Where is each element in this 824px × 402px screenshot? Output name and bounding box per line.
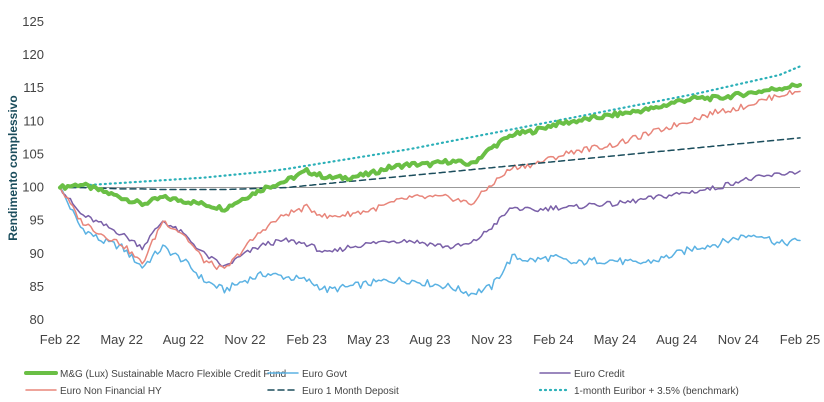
y-tick-label: 80: [30, 312, 44, 327]
x-tick-label: Nov 24: [718, 332, 759, 347]
legend: M&G (Lux) Sustainable Macro Flexible Cre…: [24, 369, 739, 397]
y-tick-label: 115: [23, 80, 44, 95]
x-tick-label: Feb 23: [286, 332, 326, 347]
legend-label-1: Euro Govt: [302, 369, 347, 380]
y-tick-label: 125: [22, 14, 44, 29]
y-axis: 80 85 90 95 100 105 110 115 120 125: [22, 14, 44, 327]
series-line-2: [59, 170, 801, 268]
legend-label-4: Euro 1 Month Deposit: [302, 386, 399, 397]
y-tick-label: 90: [30, 246, 44, 261]
x-tick-label: May 22: [100, 332, 143, 347]
x-tick-label: Nov 23: [471, 332, 512, 347]
x-tick-label: May 23: [347, 332, 390, 347]
x-tick-label: Feb 24: [533, 332, 573, 347]
series-line-3: [59, 89, 801, 271]
y-tick-label: 120: [22, 47, 44, 62]
x-tick-label: Feb 22: [40, 332, 80, 347]
legend-label-5: 1-month Euribor + 3.5% (benchmark): [574, 386, 739, 397]
y-tick-label: 110: [23, 113, 44, 128]
series-lines: [58, 65, 802, 297]
legend-label-3: Euro Non Financial HY: [60, 386, 162, 397]
legend-label-0: M&G (Lux) Sustainable Macro Flexible Cre…: [60, 369, 286, 380]
x-tick-label: Feb 25: [780, 332, 820, 347]
y-axis-label: Rendimento complessivo: [6, 95, 20, 240]
x-tick-label: May 24: [594, 332, 637, 347]
x-tick-label: Aug 24: [656, 332, 697, 347]
series-line-5: [58, 65, 802, 189]
x-tick-label: Aug 22: [163, 332, 204, 347]
legend-label-2: Euro Credit: [574, 369, 625, 380]
x-tick-label: Nov 22: [224, 332, 265, 347]
series-line-1: [59, 186, 801, 297]
x-axis: Feb 22 May 22 Aug 22 Nov 22 Feb 23 May 23 Aug …: [40, 332, 820, 347]
y-tick-label: 100: [22, 180, 44, 195]
series-line-0: [58, 82, 802, 213]
y-tick-label: 105: [22, 146, 44, 161]
x-tick-label: Aug 23: [409, 332, 450, 347]
y-tick-label: 85: [30, 279, 44, 294]
series-line-4: [59, 137, 801, 191]
y-tick-label: 95: [30, 213, 44, 228]
